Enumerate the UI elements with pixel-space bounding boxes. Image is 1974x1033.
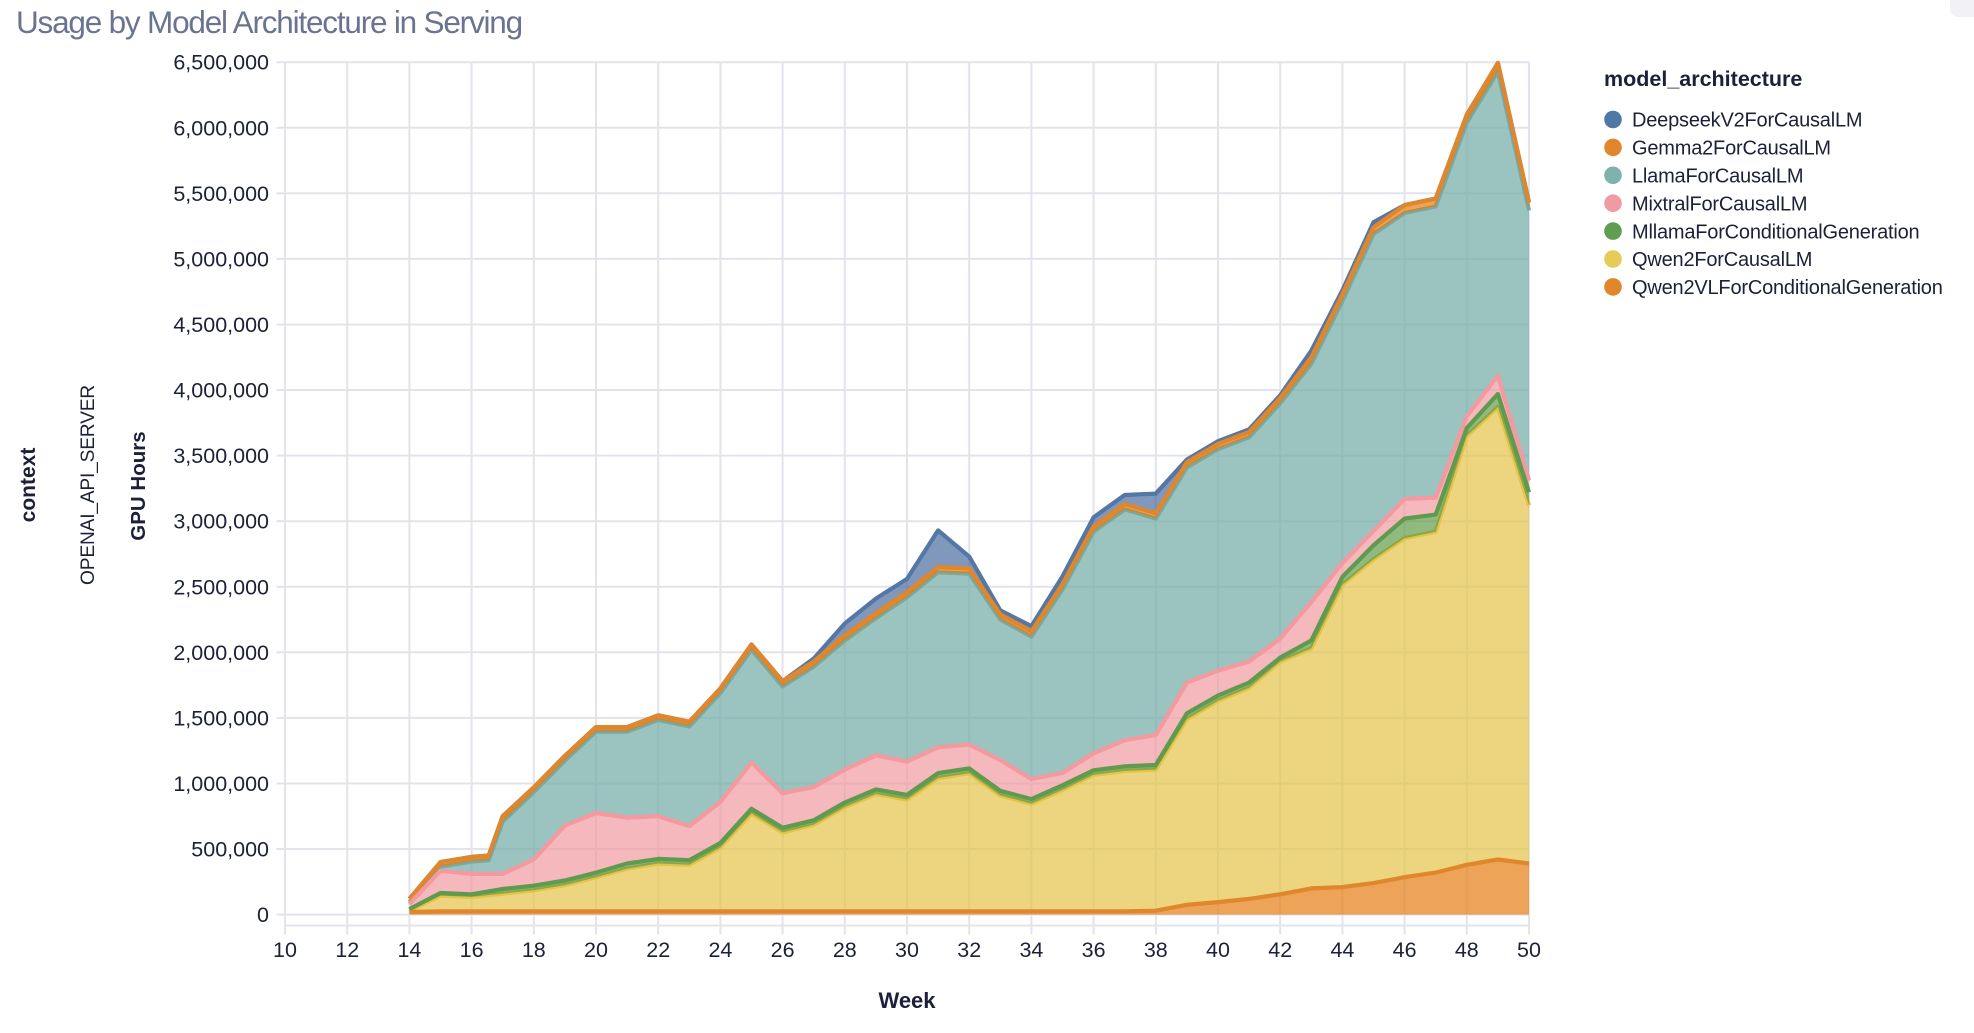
- svg-text:16: 16: [460, 938, 484, 962]
- svg-text:5,000,000: 5,000,000: [173, 247, 269, 271]
- svg-text:10: 10: [273, 938, 297, 962]
- svg-text:6,000,000: 6,000,000: [173, 116, 269, 140]
- svg-text:4,000,000: 4,000,000: [173, 379, 269, 403]
- svg-text:GPU Hours: GPU Hours: [127, 431, 150, 540]
- svg-text:18: 18: [522, 938, 546, 962]
- svg-text:LlamaForCausalLM: LlamaForCausalLM: [1632, 166, 1803, 188]
- svg-text:context: context: [17, 448, 40, 523]
- svg-text:40: 40: [1206, 938, 1230, 962]
- svg-text:Usage by Model Architecture in: Usage by Model Architecture in Serving: [16, 4, 522, 40]
- svg-text:1,500,000: 1,500,000: [173, 706, 269, 730]
- svg-text:36: 36: [1082, 938, 1106, 962]
- svg-text:MixtralForCausalLM: MixtralForCausalLM: [1632, 193, 1807, 215]
- svg-text:Qwen2ForCausalLM: Qwen2ForCausalLM: [1632, 249, 1812, 271]
- svg-text:30: 30: [895, 938, 919, 962]
- svg-text:42: 42: [1268, 938, 1292, 962]
- svg-text:44: 44: [1330, 938, 1354, 962]
- svg-text:3,500,000: 3,500,000: [173, 444, 269, 468]
- svg-text:14: 14: [397, 938, 421, 962]
- svg-text:1,000,000: 1,000,000: [173, 772, 269, 796]
- svg-text:DeepseekV2ForCausalLM: DeepseekV2ForCausalLM: [1632, 110, 1862, 132]
- svg-text:2,500,000: 2,500,000: [173, 575, 269, 599]
- svg-text:38: 38: [1144, 938, 1168, 962]
- svg-text:32: 32: [957, 938, 981, 962]
- svg-text:OPENAI_API_SERVER: OPENAI_API_SERVER: [78, 385, 99, 585]
- svg-text:2,000,000: 2,000,000: [173, 641, 269, 665]
- svg-text:Gemma2ForCausalLM: Gemma2ForCausalLM: [1632, 138, 1831, 160]
- svg-text:24: 24: [708, 938, 732, 962]
- svg-text:50: 50: [1517, 938, 1541, 962]
- svg-text:model_architecture: model_architecture: [1604, 67, 1802, 91]
- svg-text:MllamaForConditionalGeneration: MllamaForConditionalGeneration: [1632, 221, 1919, 243]
- svg-text:46: 46: [1393, 938, 1417, 962]
- svg-text:6,500,000: 6,500,000: [173, 51, 269, 75]
- svg-text:Qwen2VLForConditionalGeneratio: Qwen2VLForConditionalGeneration: [1632, 277, 1943, 299]
- svg-text:22: 22: [646, 938, 670, 962]
- svg-text:0: 0: [257, 903, 269, 927]
- svg-text:28: 28: [833, 938, 857, 962]
- svg-text:3,000,000: 3,000,000: [173, 510, 269, 534]
- svg-text:48: 48: [1455, 938, 1479, 962]
- svg-text:26: 26: [771, 938, 795, 962]
- svg-text:500,000: 500,000: [191, 838, 269, 862]
- svg-text:34: 34: [1019, 938, 1043, 962]
- svg-text:20: 20: [584, 938, 608, 962]
- svg-text:5,500,000: 5,500,000: [173, 182, 269, 206]
- svg-text:Week: Week: [878, 988, 936, 1013]
- svg-text:12: 12: [335, 938, 359, 962]
- svg-text:4,500,000: 4,500,000: [173, 313, 269, 337]
